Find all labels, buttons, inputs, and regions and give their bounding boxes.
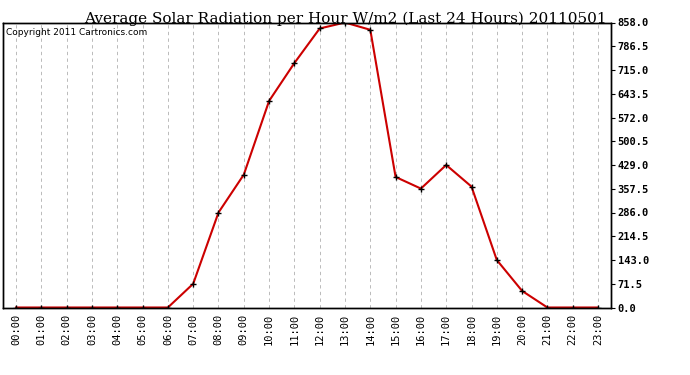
Text: Copyright 2011 Cartronics.com: Copyright 2011 Cartronics.com: [6, 28, 148, 37]
Text: Average Solar Radiation per Hour W/m2 (Last 24 Hours) 20110501: Average Solar Radiation per Hour W/m2 (L…: [83, 11, 607, 26]
